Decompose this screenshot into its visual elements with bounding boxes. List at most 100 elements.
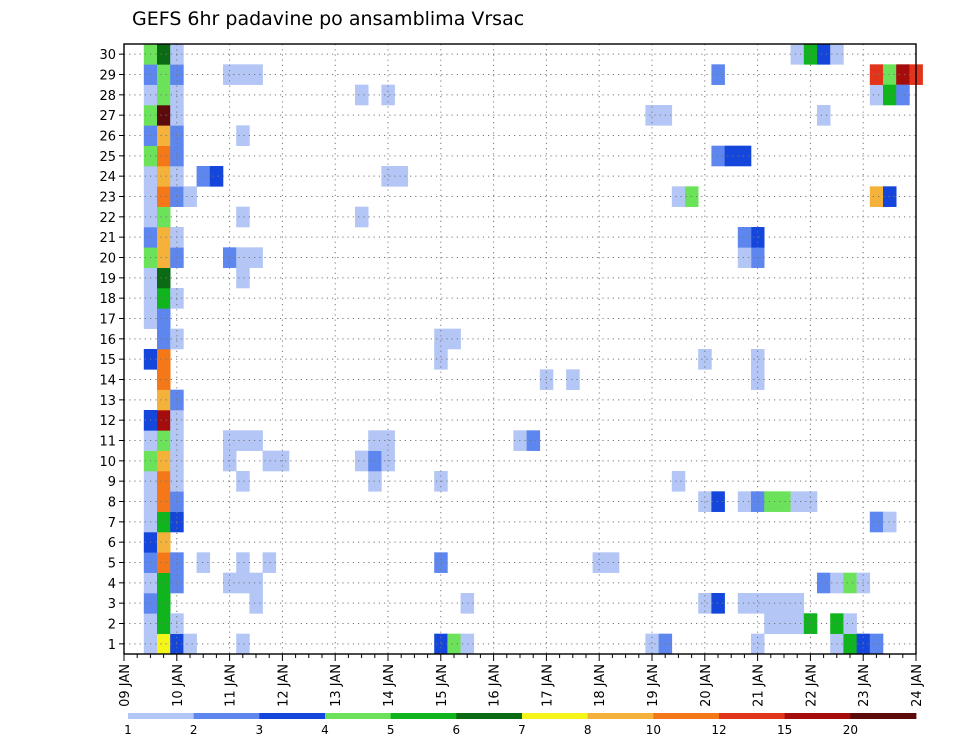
y-tick-label: 18 <box>99 292 116 307</box>
y-tick-label: 21 <box>99 231 116 246</box>
heatmap-cell <box>157 85 171 106</box>
heatmap-cell <box>157 491 171 512</box>
heatmap-cell <box>355 85 369 106</box>
y-tick-label: 2 <box>108 618 116 633</box>
heatmap-cell <box>157 369 171 390</box>
y-tick-label: 25 <box>99 150 116 165</box>
legend-label: 5 <box>387 723 395 737</box>
y-tick-label: 1 <box>108 638 116 653</box>
heatmap-cell <box>870 64 884 85</box>
heatmap-cell <box>157 44 171 65</box>
heatmap-cell <box>249 593 263 614</box>
heatmap-cell <box>791 593 805 614</box>
x-axis: 09 JAN 10 JAN 11 JAN 12 JAN 13 JAN 14 JAN 15 J… <box>118 654 925 707</box>
y-tick-label: 3 <box>108 597 116 612</box>
heatmap-cell <box>645 634 659 655</box>
y-tick-label: 12 <box>99 414 116 429</box>
heatmap-cell <box>870 186 884 207</box>
x-tick-label: 09 JAN <box>118 664 133 707</box>
heatmap-cell <box>157 349 171 370</box>
x-tick-label: 16 JAN <box>488 664 503 707</box>
heatmap-cell <box>157 308 171 329</box>
y-tick-label: 6 <box>108 536 116 551</box>
heatmap-cell <box>157 451 171 472</box>
heatmap-cell <box>764 491 778 512</box>
x-tick-label: 23 JAN <box>857 664 872 707</box>
legend-label: 7 <box>518 723 526 737</box>
y-tick-label: 7 <box>108 516 116 531</box>
heatmap-cell <box>157 268 171 289</box>
x-tick-label: 21 JAN <box>752 664 767 707</box>
heatmap-cell <box>843 613 857 634</box>
y-tick-label: 13 <box>99 394 116 409</box>
heatmap-cell <box>183 634 197 655</box>
heatmap-cell <box>157 532 171 553</box>
legend-swatch <box>456 713 522 719</box>
heatmap-cell <box>817 573 831 594</box>
heatmap-cell <box>157 329 171 350</box>
legend-label: 10 <box>646 723 661 737</box>
y-tick-label: 23 <box>99 191 116 206</box>
heatmap-cell <box>236 64 250 85</box>
y-tick-label: 29 <box>99 69 116 84</box>
heatmap-cell <box>738 146 752 167</box>
y-tick-label: 22 <box>99 211 116 226</box>
heatmap-cell <box>738 247 752 268</box>
heatmap-cell <box>764 593 778 614</box>
y-tick-label: 14 <box>99 374 116 389</box>
color-legend: 1 2 3 4 5 6 7 8 10 12 15 20 <box>124 713 916 737</box>
x-tick-label: 13 JAN <box>329 664 344 707</box>
heatmap-cell <box>157 227 171 248</box>
heatmap-cell <box>157 552 171 573</box>
x-tick-label: 10 JAN <box>171 664 186 707</box>
heatmap-cell <box>183 186 197 207</box>
heatmap-cell <box>223 430 237 451</box>
heatmap-cell <box>843 573 857 594</box>
heatmap-cell <box>236 552 250 573</box>
heatmap-cell <box>751 634 765 655</box>
heatmap-cell <box>672 471 686 492</box>
x-tick-label: 11 JAN <box>224 664 239 707</box>
y-tick-label: 30 <box>99 48 116 63</box>
heatmap-cell <box>672 186 686 207</box>
heatmap-cell <box>249 247 263 268</box>
heatmap-cell <box>249 573 263 594</box>
heatmap-cell <box>249 64 263 85</box>
heatmap-cell <box>870 512 884 533</box>
y-tick-label: 4 <box>108 577 116 592</box>
x-tick-label: 18 JAN <box>593 664 608 707</box>
heatmap-cell <box>236 207 250 228</box>
legend-swatch <box>259 713 325 719</box>
heatmap-cell <box>157 613 171 634</box>
y-tick-label: 10 <box>99 455 116 470</box>
heatmap-cell <box>870 85 884 106</box>
y-tick-label: 27 <box>99 109 116 124</box>
y-tick-label: 28 <box>99 89 116 104</box>
legend-swatch <box>588 713 654 719</box>
heatmap-cell <box>236 247 250 268</box>
heatmap-cell <box>870 634 884 655</box>
y-tick-label: 8 <box>108 496 116 511</box>
heatmap-cell <box>236 634 250 655</box>
y-tick-label: 17 <box>99 313 116 328</box>
heatmap-cell <box>896 85 910 106</box>
legend-swatch <box>391 713 457 719</box>
heatmap-cell <box>791 613 805 634</box>
heatmap-cell <box>210 166 224 187</box>
x-tick-label: 20 JAN <box>699 664 714 707</box>
heatmap-cell <box>157 288 171 309</box>
x-tick-label: 14 JAN <box>382 664 397 707</box>
legend-label: 15 <box>777 723 792 737</box>
legend-label: 2 <box>190 723 198 737</box>
legend-swatch <box>719 713 785 719</box>
legend-label: 12 <box>711 723 726 737</box>
heatmap-cell <box>817 44 831 65</box>
heatmap-cell <box>355 451 369 472</box>
heatmap-cell <box>223 64 237 85</box>
heatmap-cell <box>157 390 171 411</box>
heatmap-cell <box>157 593 171 614</box>
heatmap-cell <box>738 593 752 614</box>
legend-swatch <box>325 713 391 719</box>
heatmap-cell <box>157 573 171 594</box>
heatmap-cell <box>817 105 831 126</box>
